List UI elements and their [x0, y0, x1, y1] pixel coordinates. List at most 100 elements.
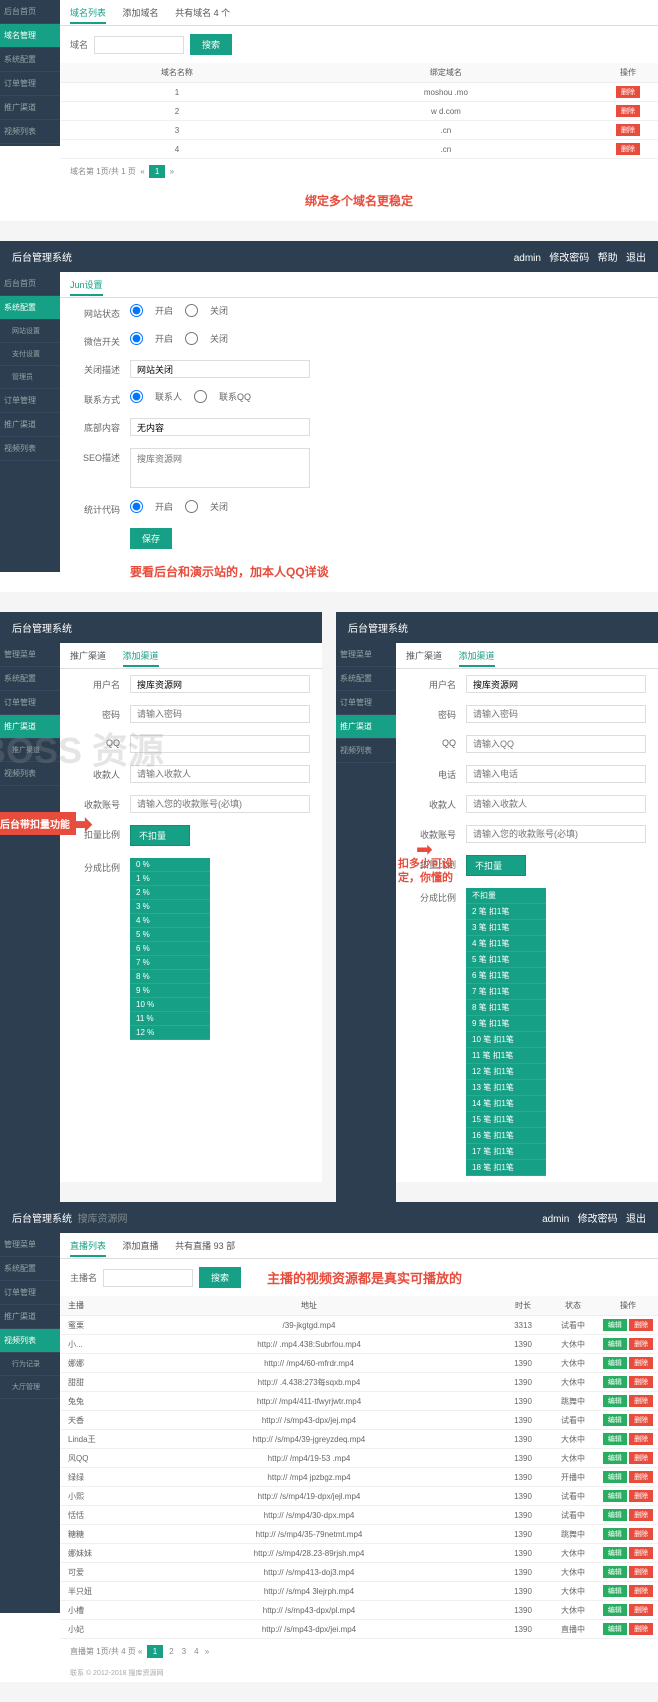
tab[interactable]: 添加渠道: [123, 651, 159, 667]
close-input[interactable]: [130, 360, 310, 378]
dropdown-option[interactable]: 13 笔 扣1笔: [466, 1080, 546, 1096]
sidebar-item[interactable]: 系统配置: [0, 1257, 60, 1281]
page[interactable]: 4: [190, 1645, 202, 1658]
dropdown-option[interactable]: 15 笔 扣1笔: [466, 1112, 546, 1128]
sidebar-item[interactable]: 系统配置: [0, 296, 60, 320]
qq-input[interactable]: [466, 735, 646, 753]
search-input[interactable]: [94, 36, 184, 54]
page[interactable]: 2: [165, 1645, 177, 1658]
delete-button[interactable]: 删除: [629, 1395, 653, 1407]
edit-button[interactable]: 编辑: [603, 1338, 627, 1350]
edit-button[interactable]: 编辑: [603, 1414, 627, 1426]
dropdown-option[interactable]: 14 笔 扣1笔: [466, 1096, 546, 1112]
dropdown-option[interactable]: 2 %: [130, 886, 210, 900]
radio[interactable]: [130, 332, 143, 345]
deduct-select[interactable]: 不扣量: [130, 825, 190, 846]
tab[interactable]: 推广渠道: [70, 651, 106, 661]
dropdown-option[interactable]: 7 笔 扣1笔: [466, 984, 546, 1000]
edit-button[interactable]: 编辑: [603, 1604, 627, 1616]
dropdown-option[interactable]: 3 %: [130, 900, 210, 914]
delete-button[interactable]: 删除: [629, 1338, 653, 1350]
tab[interactable]: 添加直播: [123, 1241, 159, 1251]
delete-button[interactable]: 删除: [629, 1376, 653, 1388]
tab[interactable]: 添加域名: [123, 8, 159, 18]
acct-input[interactable]: [466, 825, 646, 843]
edit-button[interactable]: 编辑: [603, 1528, 627, 1540]
sidebar-item[interactable]: 系统配置: [0, 48, 60, 72]
deduct-select[interactable]: 不扣量: [466, 855, 526, 876]
sidebar-item[interactable]: 系统配置: [0, 667, 60, 691]
radio[interactable]: [185, 332, 198, 345]
radio[interactable]: [130, 500, 143, 513]
edit-button[interactable]: 编辑: [603, 1357, 627, 1369]
dropdown-option[interactable]: 10 %: [130, 998, 210, 1012]
dropdown-option[interactable]: 12 笔 扣1笔: [466, 1064, 546, 1080]
dropdown-option[interactable]: 1 %: [130, 872, 210, 886]
dropdown-option[interactable]: 11 笔 扣1笔: [466, 1048, 546, 1064]
sidebar-item[interactable]: 订单管理: [0, 1281, 60, 1305]
delete-button[interactable]: 删除: [629, 1490, 653, 1502]
sidebar-item[interactable]: 视频列表: [336, 739, 396, 763]
sidebar-item[interactable]: 管理菜单: [0, 643, 60, 667]
delete-button[interactable]: 删除: [616, 86, 640, 98]
payee-input[interactable]: [466, 795, 646, 813]
sidebar-item[interactable]: 后台首页: [0, 272, 60, 296]
dropdown-option[interactable]: 5 %: [130, 928, 210, 942]
sidebar-item[interactable]: 推广渠道: [336, 715, 396, 739]
dropdown-option[interactable]: 16 笔 扣1笔: [466, 1128, 546, 1144]
page[interactable]: 1: [147, 1645, 163, 1658]
ratio-dropdown[interactable]: 0 %1 %2 %3 %4 %5 %6 %7 %8 %9 %10 %11 %12…: [130, 858, 210, 1040]
tab[interactable]: Jun设置: [70, 280, 103, 296]
delete-button[interactable]: 删除: [629, 1357, 653, 1369]
page[interactable]: 3: [178, 1645, 190, 1658]
sidebar-item[interactable]: 订单管理: [0, 72, 60, 96]
edit-button[interactable]: 编辑: [603, 1623, 627, 1635]
sidebar-sub[interactable]: 大厅管理: [0, 1376, 60, 1399]
dropdown-option[interactable]: 8 笔 扣1笔: [466, 1000, 546, 1016]
sidebar-item[interactable]: 视频列表: [0, 437, 60, 461]
sidebar-item[interactable]: 推广渠道: [0, 715, 60, 739]
delete-button[interactable]: 删除: [616, 143, 640, 155]
edit-button[interactable]: 编辑: [603, 1452, 627, 1464]
dropdown-option[interactable]: 6 笔 扣1笔: [466, 968, 546, 984]
radio[interactable]: [185, 500, 198, 513]
edit-button[interactable]: 编辑: [603, 1395, 627, 1407]
sidebar-item[interactable]: 管理菜单: [0, 1233, 60, 1257]
delete-button[interactable]: 删除: [629, 1547, 653, 1559]
save-button[interactable]: 保存: [130, 528, 172, 549]
sidebar-item[interactable]: 推广渠道: [0, 413, 60, 437]
radio[interactable]: [130, 304, 143, 317]
tab[interactable]: 域名列表: [70, 8, 106, 24]
delete-button[interactable]: 删除: [629, 1585, 653, 1597]
sidebar-item[interactable]: 系统配置: [336, 667, 396, 691]
dropdown-option[interactable]: 4 笔 扣1笔: [466, 936, 546, 952]
sidebar-item[interactable]: 订单管理: [0, 389, 60, 413]
edit-button[interactable]: 编辑: [603, 1566, 627, 1578]
sidebar-sub[interactable]: 网站设置: [0, 320, 60, 343]
search-button[interactable]: 搜索: [190, 34, 232, 55]
radio[interactable]: [130, 390, 143, 403]
delete-button[interactable]: 删除: [616, 124, 640, 136]
delete-button[interactable]: 删除: [629, 1433, 653, 1445]
sidebar-item[interactable]: 订单管理: [336, 691, 396, 715]
tab[interactable]: 添加渠道: [459, 651, 495, 667]
dropdown-option[interactable]: 不扣量: [466, 888, 546, 904]
radio[interactable]: [185, 304, 198, 317]
sidebar-item[interactable]: 后台首页: [0, 0, 60, 24]
sidebar-sub[interactable]: 支付设置: [0, 343, 60, 366]
sidebar-item[interactable]: 推广渠道: [0, 1305, 60, 1329]
sidebar-item[interactable]: 视频列表: [0, 120, 60, 144]
sidebar-item[interactable]: 视频列表: [0, 762, 60, 786]
delete-button[interactable]: 删除: [629, 1509, 653, 1521]
dropdown-option[interactable]: 10 笔 扣1笔: [466, 1032, 546, 1048]
qq-input[interactable]: [130, 735, 310, 753]
dropdown-option[interactable]: 2 笔 扣1笔: [466, 904, 546, 920]
user-input[interactable]: [466, 675, 646, 693]
edit-button[interactable]: 编辑: [603, 1585, 627, 1597]
edit-button[interactable]: 编辑: [603, 1376, 627, 1388]
pwd-input[interactable]: [130, 705, 310, 723]
bottom-input[interactable]: [130, 418, 310, 436]
dropdown-option[interactable]: 9 %: [130, 984, 210, 998]
sidebar-item[interactable]: 订单管理: [0, 691, 60, 715]
radio[interactable]: [194, 390, 207, 403]
